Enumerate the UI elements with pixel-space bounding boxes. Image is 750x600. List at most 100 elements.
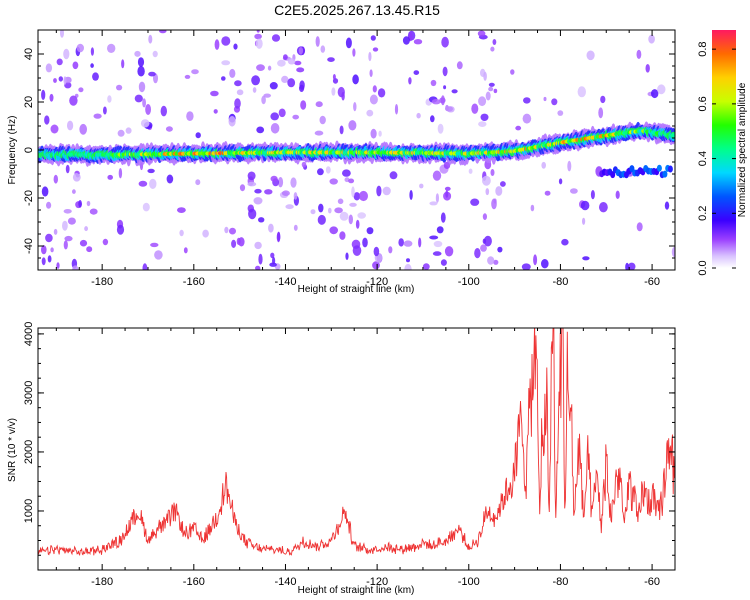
spectrogram-speckle	[256, 64, 265, 71]
spectrogram-speckle	[301, 161, 307, 168]
spectrogram-speckle	[567, 160, 572, 172]
spectrogram-speckle	[331, 87, 336, 96]
spectrogram-speckle	[493, 88, 498, 94]
spectrogram-speckle	[422, 263, 430, 270]
spectrogram-speckle	[432, 251, 442, 256]
spectrogram-speckle	[60, 30, 64, 38]
spectrogram-speckle	[231, 239, 237, 248]
spectrogram-speckle	[186, 111, 194, 121]
spectrogram-branch-cell	[662, 170, 668, 178]
spectrogram-speckle	[264, 189, 273, 195]
spectrogram-speckle	[510, 69, 515, 75]
spectrogram-speckle	[483, 71, 487, 81]
spectrogram-speckle	[90, 47, 94, 56]
x-tick-label: -100	[458, 276, 480, 288]
spectrogram-speckle	[84, 226, 88, 232]
spectrogram-speckle	[229, 68, 236, 78]
spectrogram-speckle	[50, 124, 59, 134]
spectrogram-speckle	[625, 262, 629, 270]
spectrogram-speckle	[252, 87, 257, 93]
spectrogram-speckle	[221, 60, 231, 66]
spectrogram-speckle	[456, 61, 463, 70]
spectrogram-speckle	[254, 188, 262, 194]
spectrogram-speckle	[183, 247, 188, 254]
spectrogram-speckle	[233, 43, 238, 50]
spectrogram-speckle	[69, 95, 78, 106]
spectrogram-speckle	[369, 69, 373, 77]
spectrogram-speckle	[657, 84, 666, 95]
spectrogram-speckle	[277, 59, 286, 67]
spectrogram-speckle	[317, 168, 324, 176]
spectrogram-speckle	[362, 237, 368, 248]
spectrogram-speckle	[334, 207, 343, 214]
spectrogram-speckle	[561, 238, 569, 246]
spectrogram-speckle	[445, 190, 449, 198]
spectrogram-speckle	[477, 30, 486, 37]
spectrogram-speckle	[492, 39, 497, 45]
spectrogram-speckle	[270, 123, 280, 134]
colorbar: 0.0 0.2 0.4 0.6 0.8 Normalized spectral ampl…	[697, 30, 748, 276]
x-tick-label: -120	[366, 276, 388, 288]
spectrogram-speckle	[470, 198, 480, 206]
spectrogram-speckle	[314, 130, 324, 136]
spectrogram-speckle	[165, 126, 173, 132]
spectrogram-speckle	[431, 99, 441, 105]
spectrogram-speckle	[117, 129, 125, 137]
spectrogram-speckle	[351, 186, 355, 198]
spectrogram-speckle	[149, 178, 157, 189]
spectrogram-speckle	[103, 106, 107, 115]
spectrogram-speckle	[148, 34, 153, 44]
spectrogram-speckle	[373, 246, 380, 257]
spectrogram-speckle	[134, 94, 143, 103]
spectrogram-speckle	[150, 242, 159, 248]
spectrogram-speckle	[478, 96, 487, 107]
spectrogram-speckle	[41, 257, 46, 266]
spectrogram-speckle	[145, 104, 152, 115]
x-tick-label: -160	[183, 576, 205, 588]
spectrogram-speckle	[480, 113, 489, 122]
spectrogram-speckle	[440, 259, 447, 266]
spectrogram-speckle	[166, 174, 174, 184]
spectrogram-speckle	[478, 121, 487, 127]
spectrogram-speckle	[177, 207, 186, 214]
spectrogram-speckle	[154, 250, 163, 260]
spectrogram-speckle	[140, 119, 150, 128]
spectrogram-speckle	[341, 91, 345, 101]
spectrogram-speckle	[352, 48, 356, 57]
spectrogram-speckle	[271, 34, 281, 42]
spectrogram-speckle	[248, 208, 257, 220]
spectrogram-speckle	[500, 181, 506, 187]
spectrogram-speckle	[90, 63, 94, 68]
spectrogram-speckle	[102, 238, 109, 246]
spectrogram-speckle	[67, 217, 76, 225]
spectrogram-speckle	[258, 253, 263, 265]
colorbar-tick-label: 0.0	[697, 260, 709, 275]
spectrogram-speckle	[195, 179, 201, 186]
spectrogram-speckle	[254, 33, 262, 40]
spectrogram-speckle	[482, 213, 487, 221]
spectrogram-speckle	[627, 262, 636, 270]
spectrogram-speckle	[292, 114, 300, 120]
spectrogram-speckle	[352, 74, 359, 85]
spectrogram-speckle	[79, 123, 87, 135]
spectrogram-speckle	[142, 263, 148, 270]
spectrogram-speckle	[49, 93, 54, 102]
spectrogram-speckle	[121, 59, 125, 69]
spectrogram-speckle	[378, 130, 382, 137]
spectrogram-speckle	[443, 85, 447, 90]
spectrogram-speckle	[45, 233, 53, 243]
spectrogram-speckle	[544, 190, 551, 196]
spectrogram-speckle	[253, 197, 263, 205]
y-tick-label: 1000	[23, 499, 35, 523]
spectrogram-speckle	[444, 246, 454, 257]
spectrogram-speckle	[287, 78, 296, 88]
spectrogram-speckle	[255, 265, 261, 270]
spectrogram-speckle	[138, 81, 146, 93]
spectrogram-x-label: Height of straight line (km)	[298, 284, 415, 295]
spectrogram-speckle	[159, 30, 167, 34]
x-tick-label: -160	[183, 276, 205, 288]
spectrogram-speckle	[366, 109, 374, 117]
spectrogram-speckle	[64, 235, 73, 242]
spectrogram-speckle	[443, 161, 451, 169]
